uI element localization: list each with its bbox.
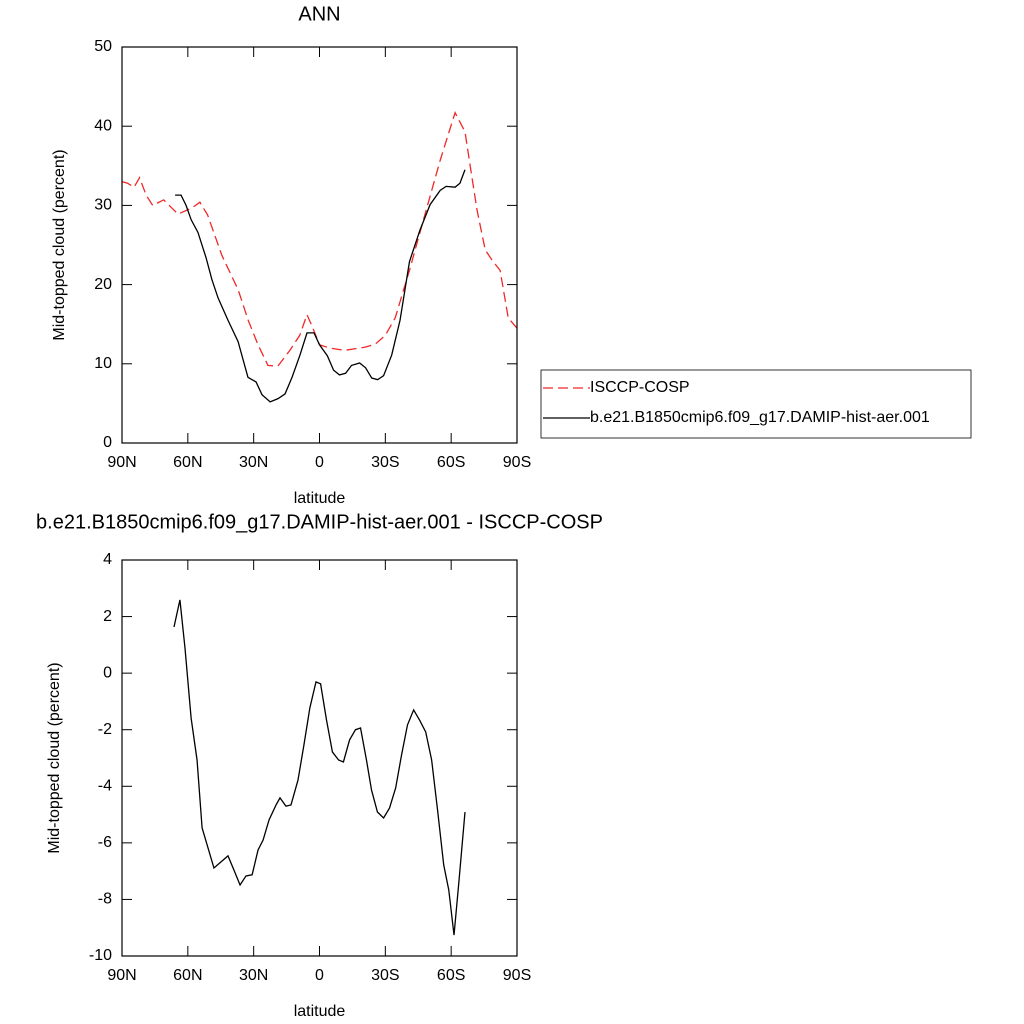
y-tick-label: -6	[98, 834, 112, 851]
x-axis-label: latitude	[294, 1003, 346, 1020]
x-axis-label: latitude	[294, 490, 346, 507]
y-tick-label: -8	[98, 891, 112, 908]
x-tick-label: 60S	[437, 454, 465, 471]
x-tick-label: 90N	[107, 967, 136, 984]
x-tick-label: 30S	[371, 454, 399, 471]
legend-label: b.e21.B1850cmip6.f09_g17.DAMIP-hist-aer.…	[590, 409, 930, 426]
x-tick-label: 30S	[371, 967, 399, 984]
data-line	[175, 169, 466, 403]
y-tick-label: 0	[103, 434, 112, 451]
x-tick-label: 30N	[239, 967, 268, 984]
data-line	[173, 599, 466, 936]
y-axis-label: Mid-topped cloud (percent)	[51, 149, 68, 340]
x-tick-label: 30N	[239, 454, 268, 471]
plot-frame	[121, 559, 518, 957]
y-tick-label: 0	[103, 664, 112, 681]
chart-title: b.e21.B1850cmip6.f09_g17.DAMIP-hist-aer.…	[36, 511, 603, 533]
x-tick-label: 60N	[173, 454, 202, 471]
x-tick-label: 60N	[173, 967, 202, 984]
y-tick-label: 2	[103, 608, 112, 625]
y-tick-label: 50	[94, 38, 112, 55]
chart-title: ANN	[298, 3, 340, 25]
y-tick-label: 10	[94, 355, 112, 372]
legend: ISCCP-COSP b.e21.B1850cmip6.f09_g17.DAMIP…	[540, 369, 972, 439]
y-tick-label: 20	[94, 276, 112, 293]
x-tick-label: 90N	[107, 454, 136, 471]
y-tick-label: 4	[103, 551, 112, 568]
data-line	[121, 111, 518, 367]
y-tick-label: 40	[94, 117, 112, 134]
x-tick-label: 90S	[503, 967, 531, 984]
x-tick-label: 0	[315, 454, 324, 471]
x-tick-label: 90S	[503, 454, 531, 471]
y-tick-label: -4	[98, 778, 112, 795]
legend-label: ISCCP-COSP	[590, 379, 690, 396]
y-tick-label: -10	[89, 947, 112, 964]
legend-box	[540, 369, 972, 439]
x-tick-label: 0	[315, 967, 324, 984]
y-axis-label: Mid-topped cloud (percent)	[46, 662, 63, 853]
x-tick-label: 60S	[437, 967, 465, 984]
plot-frame	[121, 46, 518, 444]
y-tick-label: -2	[98, 721, 112, 738]
y-tick-label: 30	[94, 197, 112, 214]
